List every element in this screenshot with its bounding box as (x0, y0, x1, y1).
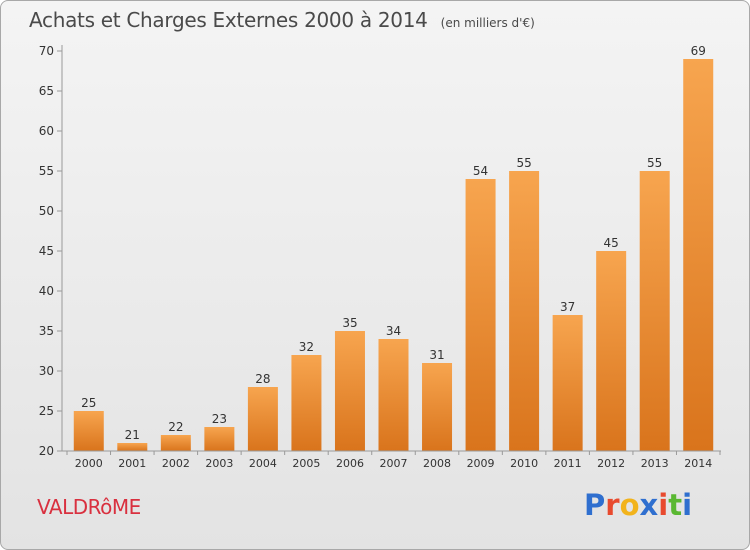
value-label-2006: 35 (342, 316, 357, 330)
proxiti-logo[interactable]: Proxiti (584, 488, 692, 522)
logo-letter: o (619, 488, 640, 522)
value-label-2009: 54 (473, 164, 488, 178)
logo-letter: x (639, 488, 659, 522)
x-tick-label-2012: 2012 (597, 457, 625, 470)
logo-letter: i (682, 488, 693, 522)
y-tick-label-45: 45 (39, 244, 54, 258)
commune-name: VALDRôME (37, 495, 141, 519)
bar-2013 (639, 171, 670, 451)
logo-letter: P (584, 488, 606, 522)
x-tick-label-2011: 2011 (554, 457, 582, 470)
bar-2007 (378, 339, 409, 451)
bars-layer: 25 21 22 23 28 32 35 34 31 54 55 37 45 55 69 (73, 44, 714, 451)
bar-2001 (117, 443, 148, 451)
y-tick-label-40: 40 (39, 284, 54, 298)
bar-2005 (291, 355, 322, 451)
bar-2009 (465, 179, 496, 451)
axes-layer: 2000 2001 2002 2003 2004 2005 2006 2007 2008 2009… (39, 44, 721, 470)
x-tick-label-2000: 2000 (75, 457, 103, 470)
bar-2006 (334, 331, 365, 451)
y-tick-label-35: 35 (39, 324, 54, 338)
y-tick-label-55: 55 (39, 164, 54, 178)
logo-letter: i (658, 488, 669, 522)
x-tick-label-2005: 2005 (292, 457, 320, 470)
x-tick-label-2006: 2006 (336, 457, 364, 470)
value-label-2002: 22 (168, 420, 183, 434)
bar-2002 (160, 435, 191, 451)
value-label-2001: 21 (125, 428, 140, 442)
value-label-2011: 37 (560, 300, 575, 314)
y-tick-label-25: 25 (39, 404, 54, 418)
value-label-2005: 32 (299, 340, 314, 354)
x-tick-label-2013: 2013 (641, 457, 669, 470)
y-tick-label-20: 20 (39, 444, 54, 458)
bar-2003 (204, 427, 235, 451)
x-tick-label-2004: 2004 (249, 457, 277, 470)
bar-2014 (683, 59, 714, 451)
bar-2011 (552, 315, 583, 451)
chart-subtitle: (en milliers d'€) (440, 16, 535, 30)
value-label-2013: 55 (647, 156, 662, 170)
title-row: Achats et Charges Externes 2000 à 2014 (… (29, 8, 535, 32)
chart-title: Achats et Charges Externes 2000 à 2014 (29, 8, 428, 32)
bar-2010 (509, 171, 540, 451)
y-tick-label-65: 65 (39, 84, 54, 98)
x-tick-label-2008: 2008 (423, 457, 451, 470)
x-tick-label-2010: 2010 (510, 457, 538, 470)
y-tick-label-50: 50 (39, 204, 54, 218)
x-tick-label-2014: 2014 (684, 457, 712, 470)
x-tick-label-2002: 2002 (162, 457, 190, 470)
x-tick-label-2009: 2009 (467, 457, 495, 470)
y-tick-label-70: 70 (39, 44, 54, 58)
value-label-2004: 28 (255, 372, 270, 386)
bar-2012 (596, 251, 627, 451)
value-label-2003: 23 (212, 412, 227, 426)
bar-2004 (247, 387, 278, 451)
value-label-2012: 45 (604, 236, 619, 250)
y-tick-label-60: 60 (39, 124, 54, 138)
x-tick-label-2003: 2003 (205, 457, 233, 470)
logo-letter: t (668, 488, 683, 522)
value-label-2008: 31 (429, 348, 444, 362)
x-tick-label-2007: 2007 (380, 457, 408, 470)
value-label-2014: 69 (691, 44, 706, 58)
bar-2008 (422, 363, 453, 451)
y-tick-label-30: 30 (39, 364, 54, 378)
x-tick-label-2001: 2001 (118, 457, 146, 470)
bar-2000 (73, 411, 104, 451)
value-label-2000: 25 (81, 396, 96, 410)
logo-letter: r (605, 488, 620, 522)
value-label-2010: 55 (516, 156, 531, 170)
value-label-2007: 34 (386, 324, 401, 338)
